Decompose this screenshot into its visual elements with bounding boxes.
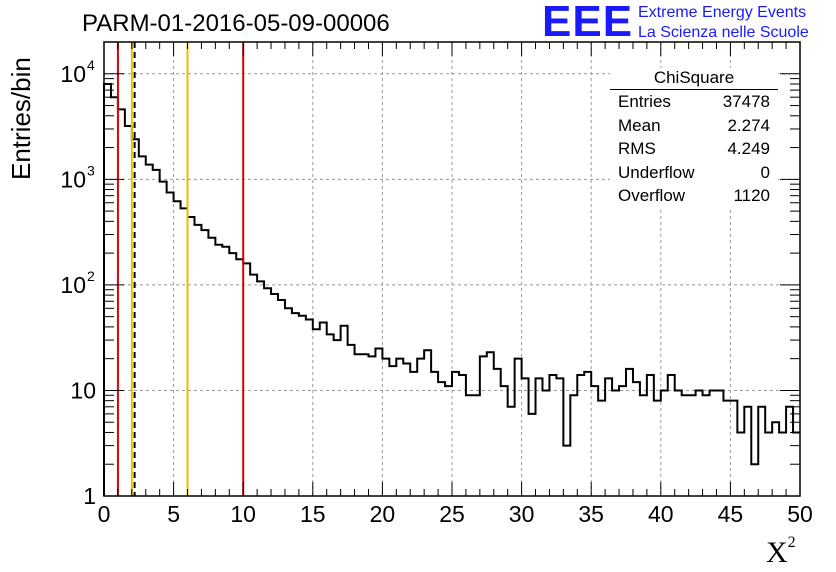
stats-label: RMS [618,139,656,158]
y-tick-label: 10 [70,377,96,403]
x-tick-label: 50 [787,501,813,527]
stats-label: Mean [618,115,661,135]
x-tick-label: 10 [230,501,256,527]
stats-value: 4.249 [727,139,770,158]
stats-row-rms: RMS 4.249 [610,137,778,161]
x-tick-labels: 0 5 10 15 20 25 30 35 40 45 50 [98,501,813,527]
x-tick-label: 40 [648,501,674,527]
x-tick-label: 20 [370,501,396,527]
stats-row-mean: Mean 2.274 [610,114,778,138]
stats-value: 2.274 [727,115,770,135]
chart-title: PARM-01-2016-05-09-00006 [82,10,390,37]
logo-line-2: La Scienza nelle Scuole [638,24,809,41]
x-tick-label: 45 [718,501,744,527]
y-axis-label: Entries/bin [6,57,36,180]
stats-row-entries: Entries 37478 [610,90,778,114]
y-tick-label: 1 [83,483,96,509]
logo-line-1: Extreme Energy Events [638,4,807,21]
stats-label: Entries [618,92,671,111]
y-tick-exponent: 3 [87,162,95,178]
y-tick-label: 10 [60,61,86,87]
y-tick-label: 10 [60,166,86,192]
x-tick-label: 30 [509,501,535,527]
x-axis-label: X2 [766,534,796,570]
stats-row-underflow: Underflow 0 [610,161,778,185]
x-tick-label: 25 [439,501,465,527]
histogram-series [103,83,800,496]
y-tick-exponent: 4 [87,57,95,73]
y-tick-label: 10 [60,272,86,298]
grid [104,42,800,496]
stats-value: 37478 [722,92,770,111]
stats-value: 0 [760,162,770,182]
histogram-step-line [103,83,800,496]
stats-label: Overflow [618,186,686,205]
stats-box: ChiSquare Entries 37478 Mean 2.274 RMS 4… [610,68,778,208]
x-tick-label: 0 [98,501,111,527]
x-tick-label: 15 [300,501,326,527]
reference-lines [116,42,245,496]
stats-value: 1120 [733,186,770,205]
stats-label: Underflow [618,162,695,182]
x-axis-label-exp: 2 [787,534,796,551]
stats-title: ChiSquare [610,68,778,90]
eee-logo: EEE [542,0,634,46]
x-tick-label: 35 [578,501,604,527]
x-axis-label-base: X [766,536,788,569]
axis-ticks [103,41,801,497]
stats-row-overflow: Overflow 1120 [610,184,778,208]
y-tick-exponent: 2 [87,268,95,284]
x-tick-label: 5 [167,501,180,527]
